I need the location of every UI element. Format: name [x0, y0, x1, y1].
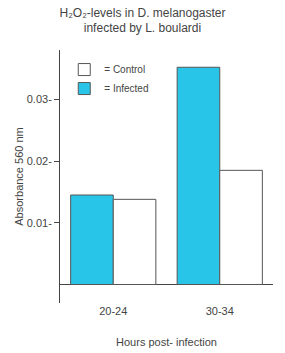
svg-text:0.02-: 0.02-: [27, 155, 52, 167]
svg-text:30-34: 30-34: [206, 305, 234, 317]
svg-text:Absorbance 560 nm: Absorbance 560 nm: [13, 127, 25, 225]
svg-text:0.01-: 0.01-: [27, 217, 52, 229]
svg-text:= Control: = Control: [104, 64, 145, 75]
svg-text:Hours post- infection: Hours post- infection: [116, 336, 217, 348]
svg-text:H₂O₂-levels in D. melanogaster: H₂O₂-levels in D. melanogasterinfected b…: [59, 6, 225, 36]
svg-text:20-24: 20-24: [99, 305, 127, 317]
svg-text:0.03-: 0.03-: [27, 93, 52, 105]
svg-text:= Infected: = Infected: [104, 83, 148, 94]
